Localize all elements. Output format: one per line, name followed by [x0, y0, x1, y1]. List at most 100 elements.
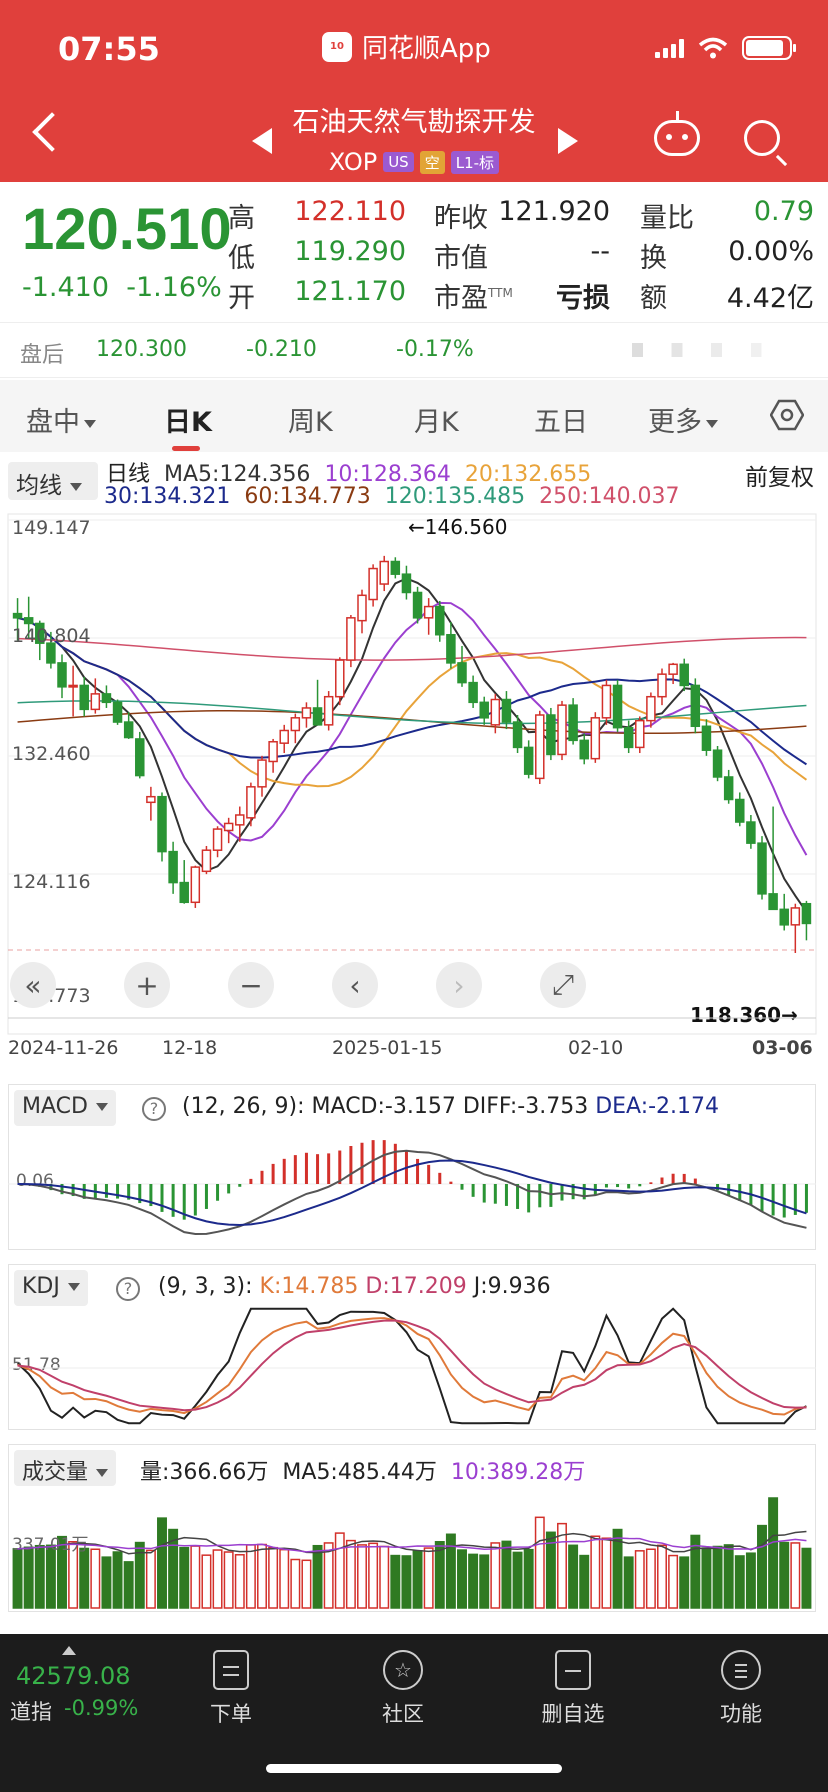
scroll-right-button[interactable]: ›: [436, 962, 482, 1008]
volume-bar: [134, 1541, 145, 1609]
turnover-value: 0.00%: [728, 236, 814, 267]
candle-body: [457, 662, 467, 684]
place-order-button[interactable]: 下单: [176, 1644, 286, 1728]
macd-bar: [238, 1184, 242, 1187]
candle-body: [479, 701, 489, 719]
k-line: [17, 1317, 807, 1416]
remove-watchlist-button[interactable]: 删自选: [518, 1644, 628, 1728]
volume-chart[interactable]: 337.01万: [8, 1488, 816, 1612]
candle-body: [501, 698, 512, 723]
volume-bar: [223, 1551, 234, 1609]
macd-select[interactable]: MACD: [14, 1090, 116, 1126]
macd-bar: [549, 1184, 553, 1207]
scroll-left-button[interactable]: ‹: [332, 962, 378, 1008]
tab-weekly-k[interactable]: 周K: [288, 400, 333, 439]
candle-body: [179, 881, 189, 904]
candle-body: [668, 663, 678, 675]
x-tick: 2024-11-26: [8, 1037, 118, 1059]
volume-bar: [690, 1534, 701, 1609]
index-value[interactable]: 42579.08: [16, 1662, 131, 1690]
x-axis-labels: 2024-11-26 12-18 2025-01-15 02-10 03-06: [8, 1037, 813, 1059]
candle-body: [801, 902, 812, 925]
volume-bar: [34, 1544, 45, 1609]
macd-chart[interactable]: 0.06: [8, 1130, 816, 1248]
ma30-line: [17, 616, 807, 766]
expand-up-icon[interactable]: [62, 1646, 76, 1655]
help-icon[interactable]: ?: [116, 1277, 140, 1301]
stock-name: 石油天然气勘探开发: [292, 107, 536, 138]
scroll-left-fast-button[interactable]: «: [10, 962, 56, 1008]
y-tick: 140.804: [12, 625, 91, 647]
kdj-chart[interactable]: 51.78: [8, 1306, 816, 1430]
volume-bar: [212, 1549, 223, 1609]
fullscreen-button[interactable]: ⤢: [540, 962, 586, 1008]
functions-label: 功能: [720, 1702, 762, 1726]
volume-bar: [423, 1547, 434, 1609]
macd-bar: [182, 1184, 186, 1220]
next-stock-arrow-icon[interactable]: [558, 128, 578, 154]
macd-bar: [504, 1184, 508, 1206]
macd-bar: [49, 1184, 53, 1191]
macd-bar: [271, 1163, 275, 1184]
k-value: K:14.785: [259, 1274, 359, 1299]
macd-bar: [138, 1184, 142, 1204]
candle-body: [546, 714, 556, 756]
candle-body: [435, 605, 445, 636]
volume-bar: [379, 1545, 390, 1609]
tab-more[interactable]: 更多: [648, 400, 718, 439]
tab-intraday[interactable]: 盘中: [26, 400, 96, 439]
tab-monthly-k[interactable]: 月K: [414, 400, 459, 439]
candlestick-chart[interactable]: 149.147 140.804 132.460 124.116 115.773 …: [0, 510, 828, 1060]
functions-button[interactable]: 功能: [686, 1644, 796, 1728]
macd-bar: [382, 1140, 386, 1184]
volume-ma5-line: [17, 1530, 807, 1555]
ma10-line: [17, 601, 808, 856]
volume-panel: [8, 1444, 816, 1612]
zoom-out-button[interactable]: −: [228, 962, 274, 1008]
macd-bar: [193, 1184, 197, 1216]
ma5-line: [17, 577, 808, 913]
index-change: -0.99%: [64, 1696, 139, 1720]
volume-bar: [657, 1544, 667, 1609]
volume-bar: [568, 1544, 579, 1609]
hexagon-settings-icon[interactable]: [770, 398, 804, 432]
x-tick: 12-18: [162, 1037, 217, 1059]
candle-body: [646, 695, 656, 722]
chevron-down-icon: [95, 1103, 108, 1111]
community-star-icon: ☆: [383, 1650, 423, 1690]
indicator-select[interactable]: 均线: [8, 462, 98, 500]
candle-body: [390, 560, 401, 575]
candle-body: [723, 776, 734, 801]
macd-bar: [627, 1184, 631, 1189]
volume-select[interactable]: 成交量: [14, 1450, 117, 1486]
moving-average-lines: [17, 577, 808, 913]
volume-bar: [101, 1556, 112, 1609]
robot-assistant-icon[interactable]: [654, 111, 700, 156]
search-icon[interactable]: [744, 120, 780, 156]
volume-ma10: 10:389.28万: [450, 1460, 586, 1485]
volume-ma5: MA5:485.44万: [282, 1460, 437, 1485]
volume-bar: [334, 1532, 345, 1609]
volume-bar: [168, 1528, 179, 1609]
volume-bar: [345, 1539, 356, 1609]
tab-five-day[interactable]: 五日: [534, 400, 588, 439]
prev-stock-arrow-icon[interactable]: [252, 128, 272, 154]
community-button[interactable]: ☆ 社区: [348, 1644, 458, 1728]
help-icon[interactable]: ?: [142, 1097, 166, 1121]
macd-bar: [782, 1184, 786, 1218]
candle-body: [412, 591, 423, 619]
candle-body: [735, 798, 745, 823]
cellular-signal-icon: [655, 38, 684, 58]
after-hours-row[interactable]: 盘后 120.300 -0.210 -0.17%: [0, 322, 828, 378]
tab-daily-k[interactable]: 日K: [164, 400, 212, 439]
candle-body: [379, 560, 389, 585]
high-value: 122.110: [294, 196, 406, 227]
y-tick: 149.147: [12, 517, 91, 539]
back-arrow-icon[interactable]: [32, 112, 72, 152]
macd-bar: [638, 1184, 642, 1187]
kdj-select[interactable]: KDJ: [14, 1270, 88, 1306]
macd-bar: [582, 1184, 586, 1200]
stock-code: XOP: [328, 148, 378, 176]
zoom-in-button[interactable]: +: [124, 962, 170, 1008]
price-adjust-label[interactable]: 前复权: [745, 465, 814, 491]
